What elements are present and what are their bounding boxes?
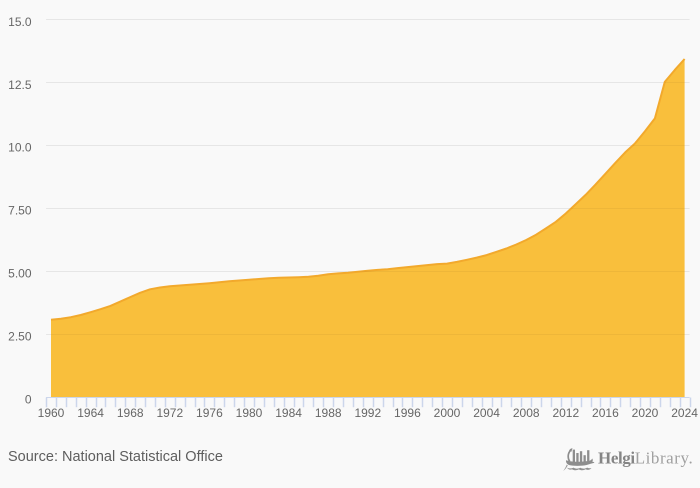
svg-text:HelgiLibrary.: HelgiLibrary.: [598, 449, 693, 468]
svg-text:2.50: 2.50: [8, 330, 32, 344]
svg-text:7.50: 7.50: [8, 204, 32, 218]
svg-text:2024: 2024: [671, 406, 698, 420]
svg-text:2016: 2016: [592, 406, 619, 420]
svg-text:12.5: 12.5: [8, 78, 32, 92]
svg-text:1996: 1996: [394, 406, 421, 420]
svg-text:1968: 1968: [117, 406, 144, 420]
svg-text:2020: 2020: [632, 406, 659, 420]
svg-text:15.0: 15.0: [8, 15, 32, 29]
svg-text:2000: 2000: [434, 406, 461, 420]
svg-text:5.00: 5.00: [8, 267, 32, 281]
svg-text:1988: 1988: [315, 406, 342, 420]
svg-text:2012: 2012: [552, 406, 579, 420]
svg-text:0: 0: [25, 392, 32, 406]
svg-text:1980: 1980: [236, 406, 263, 420]
svg-text:2004: 2004: [473, 406, 500, 420]
svg-text:1972: 1972: [156, 406, 183, 420]
svg-text:1960: 1960: [38, 406, 65, 420]
svg-text:Source: National Statistical O: Source: National Statistical Office: [8, 449, 223, 465]
svg-text:1992: 1992: [354, 406, 381, 420]
svg-text:1976: 1976: [196, 406, 223, 420]
svg-text:2008: 2008: [513, 406, 540, 420]
svg-text:1964: 1964: [77, 406, 104, 420]
svg-text:1984: 1984: [275, 406, 302, 420]
svg-text:10.0: 10.0: [8, 141, 32, 155]
